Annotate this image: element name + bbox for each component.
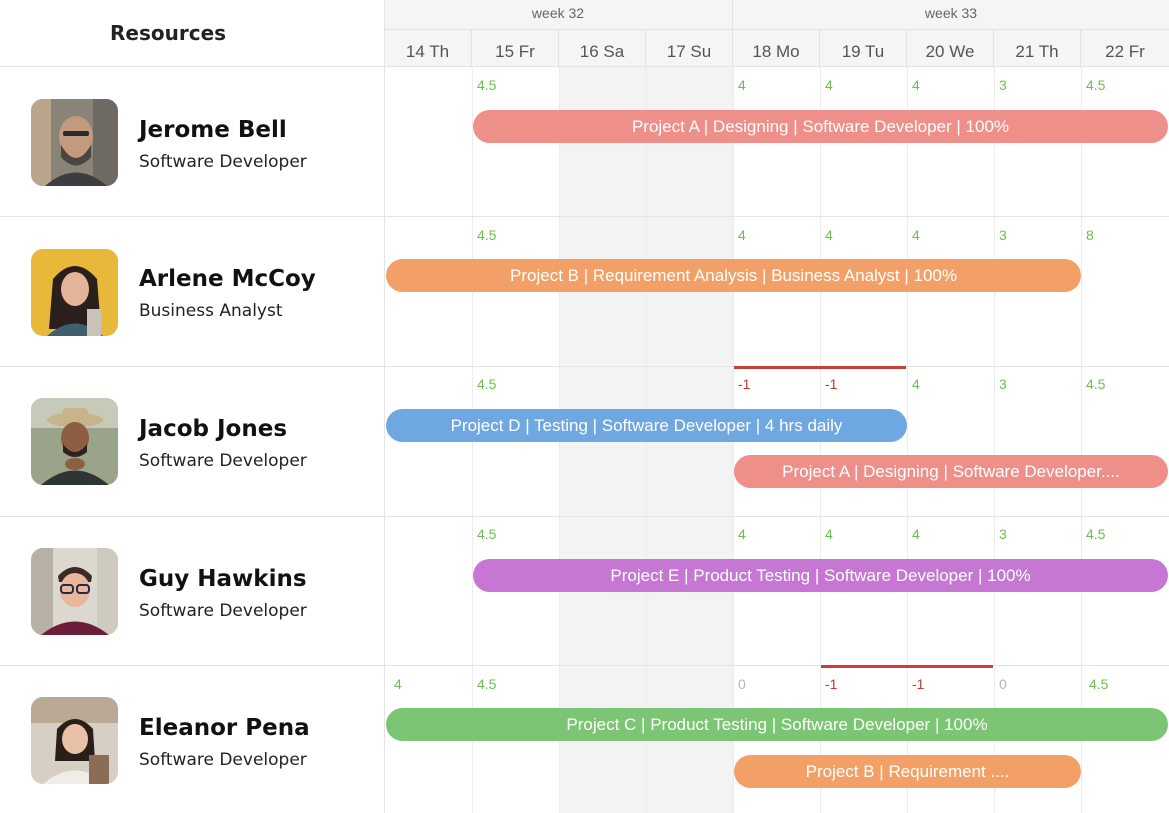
row-divider <box>0 366 1169 367</box>
hours-value: 0 <box>738 676 746 692</box>
hours-value: 4 <box>825 526 833 542</box>
hours-value: 4.5 <box>1086 77 1106 93</box>
column-divider <box>384 0 385 813</box>
grid-line <box>994 67 995 813</box>
day-header: 19 Tu <box>820 30 907 67</box>
resource-row[interactable]: Jerome Bell Software Developer <box>0 67 384 217</box>
hours-value: 4.5 <box>477 526 497 542</box>
avatar <box>31 548 118 635</box>
day-header: 15 Fr <box>472 30 559 67</box>
hours-value: -1 <box>912 676 925 692</box>
hours-value: 4 <box>912 227 920 243</box>
hours-value: 3 <box>999 227 1007 243</box>
grid-line <box>1081 67 1082 813</box>
week-header: week 33 <box>733 0 1169 30</box>
overallocation-indicator <box>734 366 906 369</box>
day-header: 16 Sa <box>559 30 646 67</box>
resource-name: Arlene McCoy <box>139 266 316 292</box>
row-divider <box>0 665 1169 666</box>
hours-value: 4 <box>825 227 833 243</box>
hours-value: 4.5 <box>1086 376 1106 392</box>
assignment-bar[interactable]: Project B | Requirement Analysis | Busin… <box>386 259 1081 292</box>
avatar <box>31 99 118 186</box>
hours-value: 4.5 <box>477 227 497 243</box>
assignment-bar[interactable]: Project C | Product Testing | Software D… <box>386 708 1168 741</box>
hours-value: 4.5 <box>477 676 497 692</box>
day-header: 20 We <box>907 30 994 67</box>
hours-value: 3 <box>999 376 1007 392</box>
resource-name: Jerome Bell <box>139 117 287 143</box>
hours-value: 4.5 <box>477 376 497 392</box>
avatar <box>31 398 118 485</box>
hours-value: 4 <box>912 376 920 392</box>
hours-value: 4.5 <box>1089 676 1109 692</box>
assignment-bar[interactable]: Project B | Requirement .... <box>734 755 1081 788</box>
hours-value: 4 <box>738 77 746 93</box>
assignment-bar[interactable]: Project E | Product Testing | Software D… <box>473 559 1168 592</box>
week-header: week 32 <box>384 0 733 30</box>
overallocation-indicator <box>821 665 993 668</box>
hours-value: 4 <box>912 77 920 93</box>
resource-name: Jacob Jones <box>139 416 288 442</box>
hours-value: 4 <box>912 526 920 542</box>
timeline-header: week 32 week 33 14 Th 15 Fr 16 Sa 17 Su … <box>384 0 1169 67</box>
grid-line <box>907 67 908 813</box>
resource-role: Software Developer <box>139 601 307 621</box>
resources-header: Resources <box>0 0 384 67</box>
day-header: 18 Mo <box>733 30 820 67</box>
hours-value: 4 <box>738 526 746 542</box>
day-header: 14 Th <box>384 30 472 67</box>
hours-value: 0 <box>999 676 1007 692</box>
hours-value: 3 <box>999 77 1007 93</box>
resource-name: Eleanor Pena <box>139 715 310 741</box>
hours-value: 4 <box>738 227 746 243</box>
resources-title: Resources <box>110 21 227 45</box>
day-header: 21 Th <box>994 30 1081 67</box>
row-divider <box>0 516 1169 517</box>
hours-value: 8 <box>1086 227 1094 243</box>
resource-role: Business Analyst <box>139 301 283 321</box>
hours-value: 4 <box>394 676 402 692</box>
hours-value: 4.5 <box>477 77 497 93</box>
row-divider <box>0 216 1169 217</box>
resource-role: Software Developer <box>139 451 307 471</box>
hours-value: 3 <box>999 526 1007 542</box>
day-header: 17 Su <box>646 30 733 67</box>
resource-row[interactable]: Guy Hawkins Software Developer <box>0 516 384 666</box>
resource-role: Software Developer <box>139 750 307 770</box>
avatar <box>31 249 118 336</box>
day-header: 22 Fr <box>1105 42 1145 61</box>
hours-value: -1 <box>738 376 751 392</box>
hours-value: 4.5 <box>1086 526 1106 542</box>
avatar <box>31 697 118 784</box>
assignment-bar[interactable]: Project A | Designing | Software Develop… <box>473 110 1168 143</box>
resource-row[interactable]: Jacob Jones Software Developer <box>0 366 384 516</box>
resource-role: Software Developer <box>139 152 307 172</box>
assignment-bar[interactable]: Project D | Testing | Software Developer… <box>386 409 907 442</box>
resource-row[interactable]: Arlene McCoy Business Analyst <box>0 216 384 366</box>
hours-value: 4 <box>825 77 833 93</box>
hours-value: -1 <box>825 376 838 392</box>
resource-row[interactable]: Eleanor Pena Software Developer <box>0 665 384 813</box>
hours-value: -1 <box>825 676 838 692</box>
resource-name: Guy Hawkins <box>139 566 307 592</box>
assignment-bar[interactable]: Project A | Designing | Software Develop… <box>734 455 1168 488</box>
